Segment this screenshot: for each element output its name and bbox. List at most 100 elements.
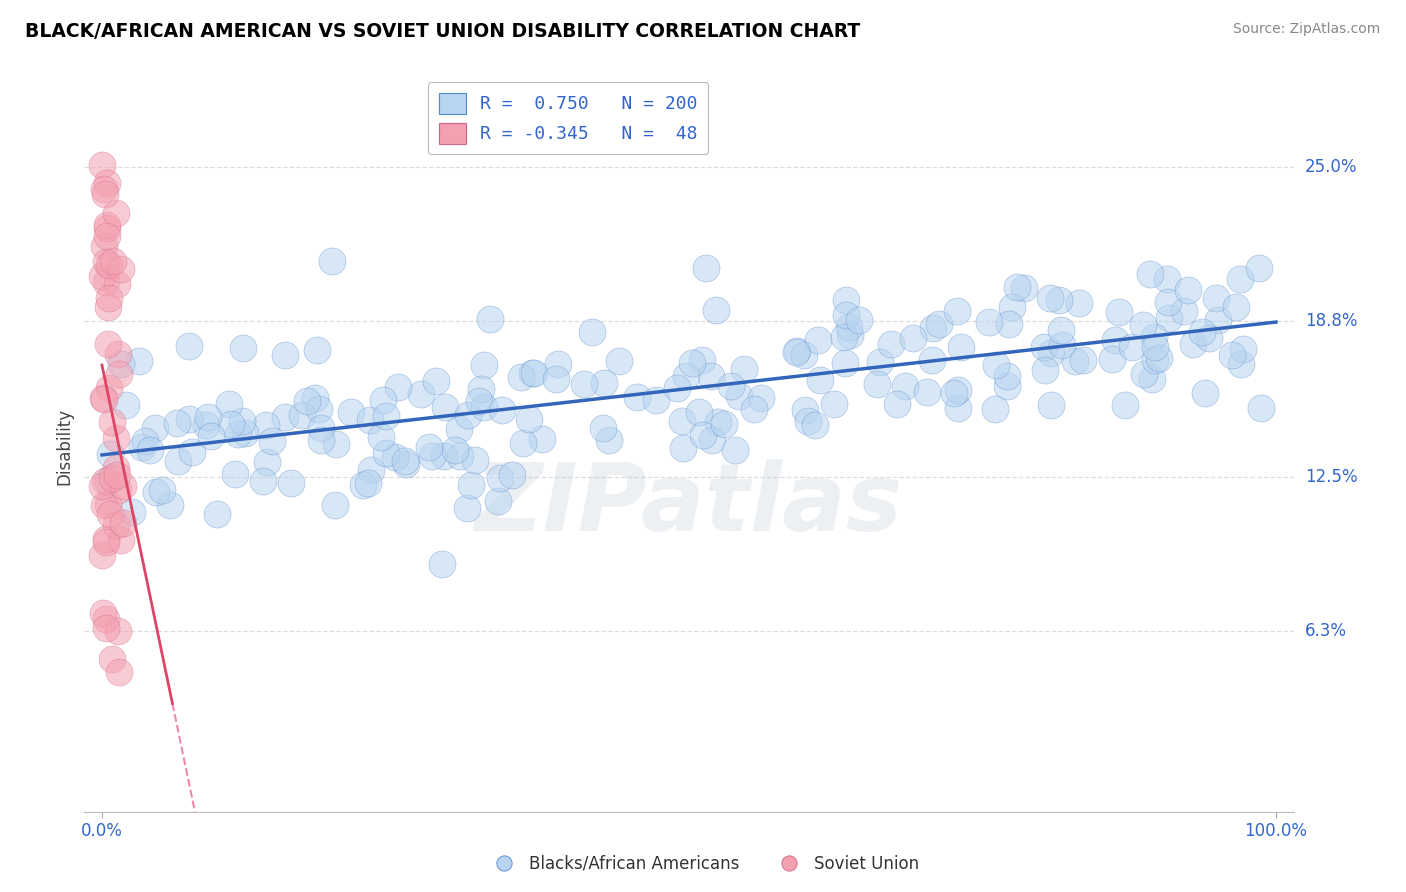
- Point: [1191, 326, 1213, 340]
- Point: [486, 493, 509, 508]
- Point: [94, 535, 117, 549]
- Point: [375, 446, 398, 460]
- Point: [520, 366, 543, 380]
- Point: [713, 417, 735, 431]
- Point: [200, 429, 222, 443]
- Point: [1144, 340, 1167, 354]
- Point: [1229, 272, 1251, 286]
- Point: [231, 414, 253, 428]
- Point: [94, 532, 117, 546]
- Point: [262, 434, 284, 448]
- Point: [1071, 352, 1094, 367]
- Text: 25.0%: 25.0%: [1305, 158, 1357, 176]
- Text: ZIPatlas: ZIPatlas: [475, 458, 903, 550]
- Point: [97, 473, 120, 487]
- Point: [793, 348, 815, 362]
- Point: [950, 340, 973, 354]
- Text: Source: ZipAtlas.com: Source: ZipAtlas.com: [1233, 22, 1381, 37]
- Point: [98, 447, 121, 461]
- Point: [205, 507, 228, 521]
- Point: [97, 497, 120, 511]
- Point: [98, 507, 121, 521]
- Point: [1012, 281, 1035, 295]
- Point: [96, 218, 118, 232]
- Point: [167, 454, 190, 468]
- Point: [984, 402, 1007, 417]
- Point: [1205, 291, 1227, 305]
- Point: [131, 440, 153, 454]
- Point: [1047, 293, 1070, 307]
- Point: [489, 471, 512, 485]
- Point: [128, 353, 150, 368]
- Point: [373, 392, 395, 407]
- Point: [309, 421, 332, 435]
- Point: [592, 421, 614, 435]
- Point: [728, 389, 751, 403]
- Point: [523, 366, 546, 380]
- Point: [1159, 311, 1181, 326]
- Text: 6.3%: 6.3%: [1305, 622, 1347, 640]
- Point: [1101, 352, 1123, 367]
- Point: [370, 430, 392, 444]
- Point: [984, 358, 1007, 372]
- Point: [946, 401, 969, 416]
- Point: [104, 431, 127, 445]
- Point: [96, 176, 118, 190]
- Point: [479, 311, 502, 326]
- Point: [1050, 323, 1073, 337]
- Point: [645, 393, 668, 408]
- Point: [530, 432, 553, 446]
- Point: [995, 379, 1018, 393]
- Point: [692, 427, 714, 442]
- Point: [418, 440, 440, 454]
- Point: [374, 409, 396, 423]
- Point: [321, 254, 343, 268]
- Point: [96, 612, 118, 626]
- Point: [134, 434, 156, 448]
- Point: [112, 479, 135, 493]
- Point: [866, 376, 889, 391]
- Point: [834, 293, 856, 308]
- Point: [295, 393, 318, 408]
- Point: [1247, 261, 1270, 276]
- Point: [433, 401, 456, 415]
- Point: [107, 277, 129, 291]
- Point: [995, 368, 1018, 383]
- Point: [291, 408, 314, 422]
- Point: [252, 474, 274, 488]
- Point: [96, 220, 118, 235]
- Point: [808, 373, 831, 387]
- Point: [823, 397, 845, 411]
- Point: [226, 427, 249, 442]
- Point: [977, 315, 1000, 329]
- Point: [742, 402, 765, 417]
- Point: [1114, 398, 1136, 412]
- Point: [467, 394, 489, 409]
- Point: [512, 436, 534, 450]
- Point: [394, 454, 416, 468]
- Point: [1206, 312, 1229, 326]
- Point: [839, 327, 862, 342]
- Point: [1194, 386, 1216, 401]
- Point: [544, 372, 567, 386]
- Point: [665, 381, 688, 395]
- Point: [91, 158, 114, 172]
- Point: [1142, 372, 1164, 386]
- Point: [671, 414, 693, 428]
- Point: [93, 391, 115, 405]
- Point: [159, 498, 181, 512]
- Point: [946, 304, 969, 318]
- Point: [93, 182, 115, 196]
- Point: [1039, 345, 1062, 359]
- Point: [1182, 337, 1205, 351]
- Point: [675, 368, 697, 383]
- Point: [702, 433, 724, 447]
- Point: [110, 533, 132, 547]
- Point: [93, 474, 115, 488]
- Point: [444, 442, 467, 457]
- Point: [179, 339, 201, 353]
- Point: [472, 400, 495, 414]
- Point: [1139, 267, 1161, 281]
- Point: [672, 441, 695, 455]
- Point: [464, 453, 486, 467]
